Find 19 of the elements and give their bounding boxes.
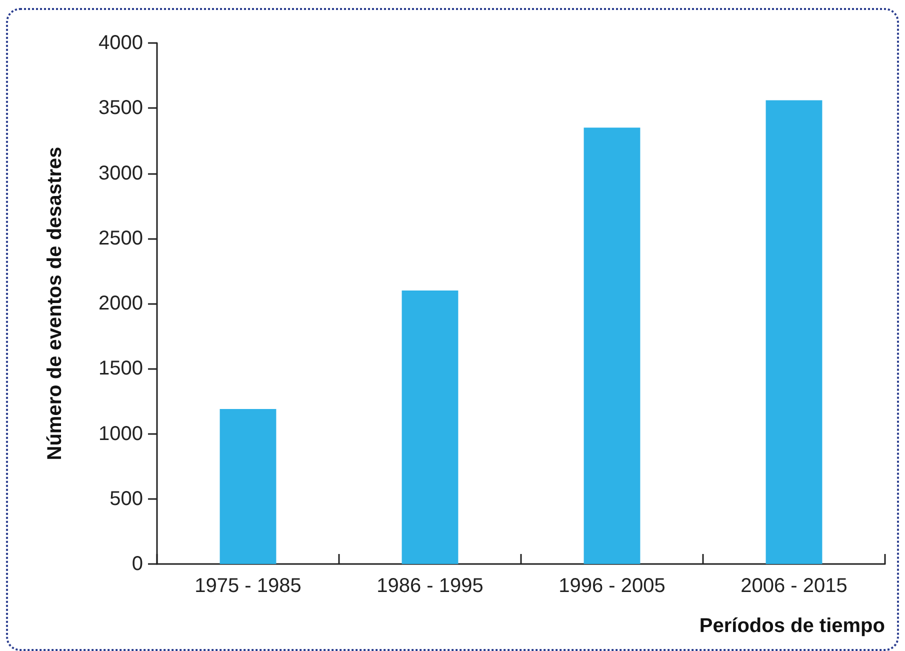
y-tick-label: 500 <box>110 488 143 510</box>
y-tick-label: 2500 <box>98 227 143 250</box>
y-tick-label: 3500 <box>98 97 143 120</box>
bar <box>402 290 458 564</box>
x-tick-label: 1996 - 2005 <box>558 575 666 597</box>
x-tick-label: 1975 - 1985 <box>194 575 302 597</box>
y-tick-label: 3000 <box>98 162 143 184</box>
y-tick-label: 2000 <box>98 292 143 314</box>
bar <box>220 409 276 564</box>
x-tick-label: 2006 - 2015 <box>740 575 848 597</box>
y-axis-title: Número de eventos de desastres <box>44 146 66 460</box>
x-tick-label: 1986 - 1995 <box>376 575 484 597</box>
y-tick-label: 1500 <box>98 358 143 380</box>
bar <box>766 100 822 564</box>
y-tick-label: 1000 <box>98 422 143 445</box>
y-tick-label: 0 <box>132 553 143 575</box>
y-tick-label: 4000 <box>98 32 143 54</box>
x-axis-title: Períodos de tiempo <box>699 615 885 637</box>
bar <box>584 128 640 564</box>
